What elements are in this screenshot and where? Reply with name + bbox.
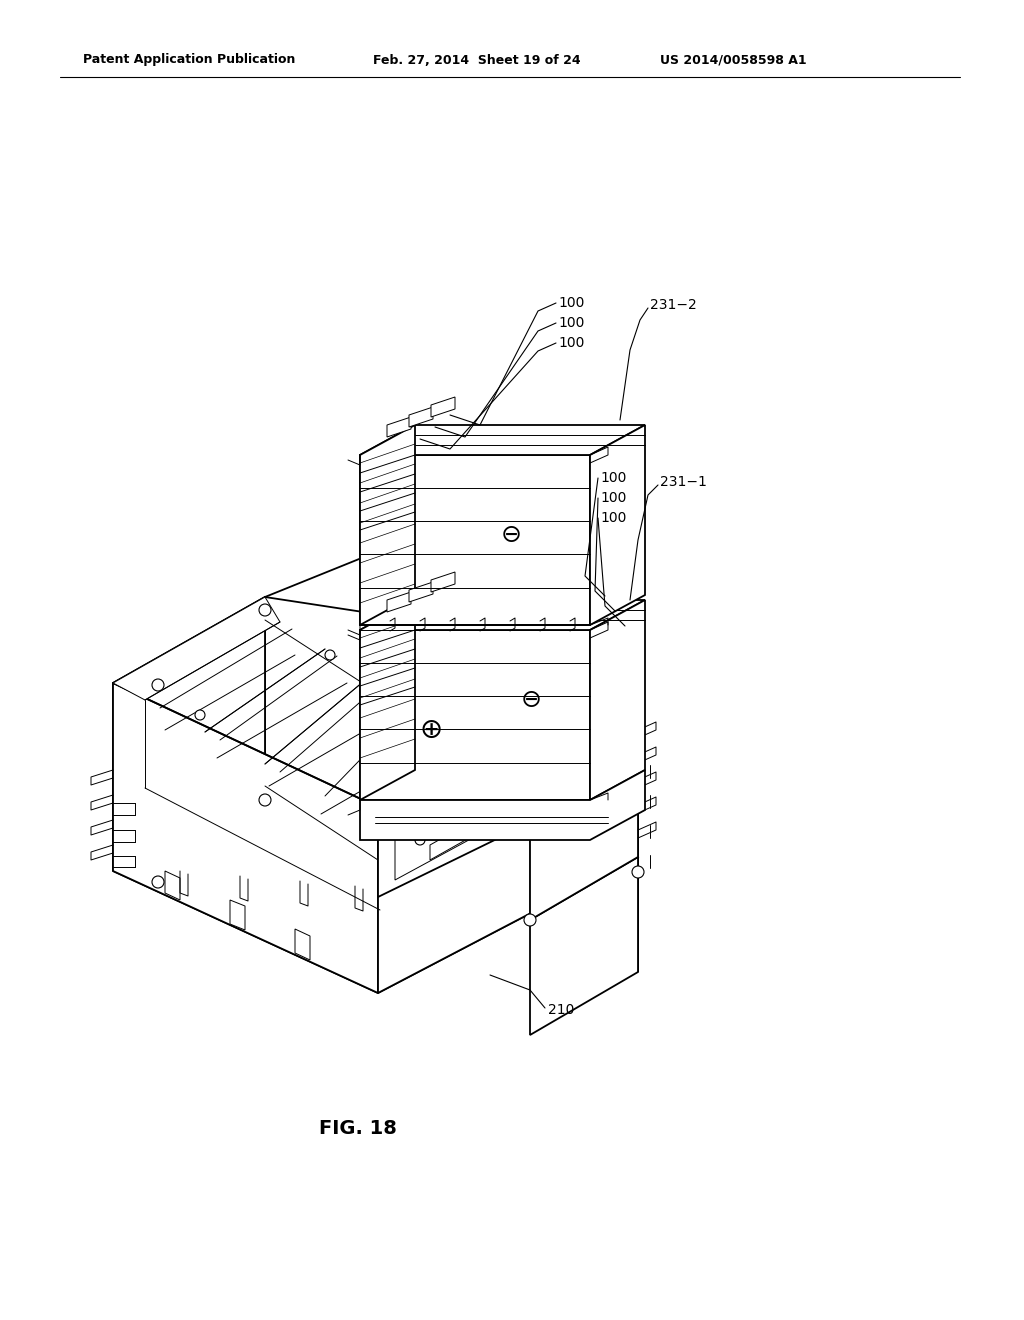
Text: FIG. 18: FIG. 18 xyxy=(319,1118,397,1138)
Circle shape xyxy=(524,723,536,737)
Circle shape xyxy=(615,690,625,700)
Circle shape xyxy=(615,752,625,763)
Text: 100: 100 xyxy=(600,471,627,484)
Polygon shape xyxy=(387,417,411,437)
Circle shape xyxy=(325,649,335,660)
Polygon shape xyxy=(360,601,415,800)
Polygon shape xyxy=(360,425,645,455)
Circle shape xyxy=(395,810,406,820)
Polygon shape xyxy=(165,871,180,900)
Polygon shape xyxy=(113,682,378,993)
Polygon shape xyxy=(387,591,411,612)
Circle shape xyxy=(195,710,205,719)
Text: $\ominus$: $\ominus$ xyxy=(519,688,541,711)
Text: 100: 100 xyxy=(600,511,627,525)
Polygon shape xyxy=(530,857,638,1035)
Polygon shape xyxy=(409,407,433,426)
Text: US 2014/0058598 A1: US 2014/0058598 A1 xyxy=(660,54,807,66)
Text: 210: 210 xyxy=(548,1003,574,1016)
Polygon shape xyxy=(378,693,638,993)
Polygon shape xyxy=(395,698,620,880)
Circle shape xyxy=(372,814,384,826)
Text: 100: 100 xyxy=(558,296,585,310)
Polygon shape xyxy=(360,425,415,624)
Text: 100: 100 xyxy=(558,315,585,330)
Polygon shape xyxy=(430,800,510,861)
Polygon shape xyxy=(360,770,645,840)
Text: Feb. 27, 2014  Sheet 19 of 24: Feb. 27, 2014 Sheet 19 of 24 xyxy=(373,54,581,66)
Polygon shape xyxy=(530,680,638,920)
Circle shape xyxy=(632,653,644,667)
Polygon shape xyxy=(360,630,590,800)
Polygon shape xyxy=(113,597,265,871)
Circle shape xyxy=(632,866,644,878)
Polygon shape xyxy=(230,900,245,931)
Polygon shape xyxy=(431,572,455,591)
Circle shape xyxy=(259,605,271,616)
Text: 231−1: 231−1 xyxy=(660,475,707,488)
Circle shape xyxy=(259,795,271,807)
Polygon shape xyxy=(360,455,590,624)
Polygon shape xyxy=(378,693,530,840)
Polygon shape xyxy=(590,425,645,624)
Polygon shape xyxy=(360,601,645,630)
Polygon shape xyxy=(113,785,638,993)
Polygon shape xyxy=(510,762,580,814)
Polygon shape xyxy=(431,397,455,417)
Circle shape xyxy=(152,678,164,690)
Text: $\oplus$: $\oplus$ xyxy=(419,715,441,744)
Text: $\ominus$: $\ominus$ xyxy=(500,523,520,546)
Circle shape xyxy=(415,836,425,845)
Circle shape xyxy=(524,913,536,927)
Circle shape xyxy=(152,876,164,888)
Polygon shape xyxy=(378,680,638,898)
Text: 100: 100 xyxy=(600,491,627,506)
Polygon shape xyxy=(265,597,638,857)
Polygon shape xyxy=(409,582,433,602)
Circle shape xyxy=(632,764,644,776)
Polygon shape xyxy=(590,601,645,800)
Text: 100: 100 xyxy=(558,337,585,350)
Text: 231−2: 231−2 xyxy=(650,298,696,312)
Polygon shape xyxy=(295,929,310,960)
Polygon shape xyxy=(113,597,280,700)
Text: Patent Application Publication: Patent Application Publication xyxy=(83,54,295,66)
